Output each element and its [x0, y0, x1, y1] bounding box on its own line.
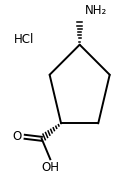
Text: OH: OH: [41, 161, 59, 174]
Text: O: O: [12, 130, 21, 143]
Text: NH₂: NH₂: [85, 4, 107, 17]
Text: HCl: HCl: [14, 33, 34, 46]
